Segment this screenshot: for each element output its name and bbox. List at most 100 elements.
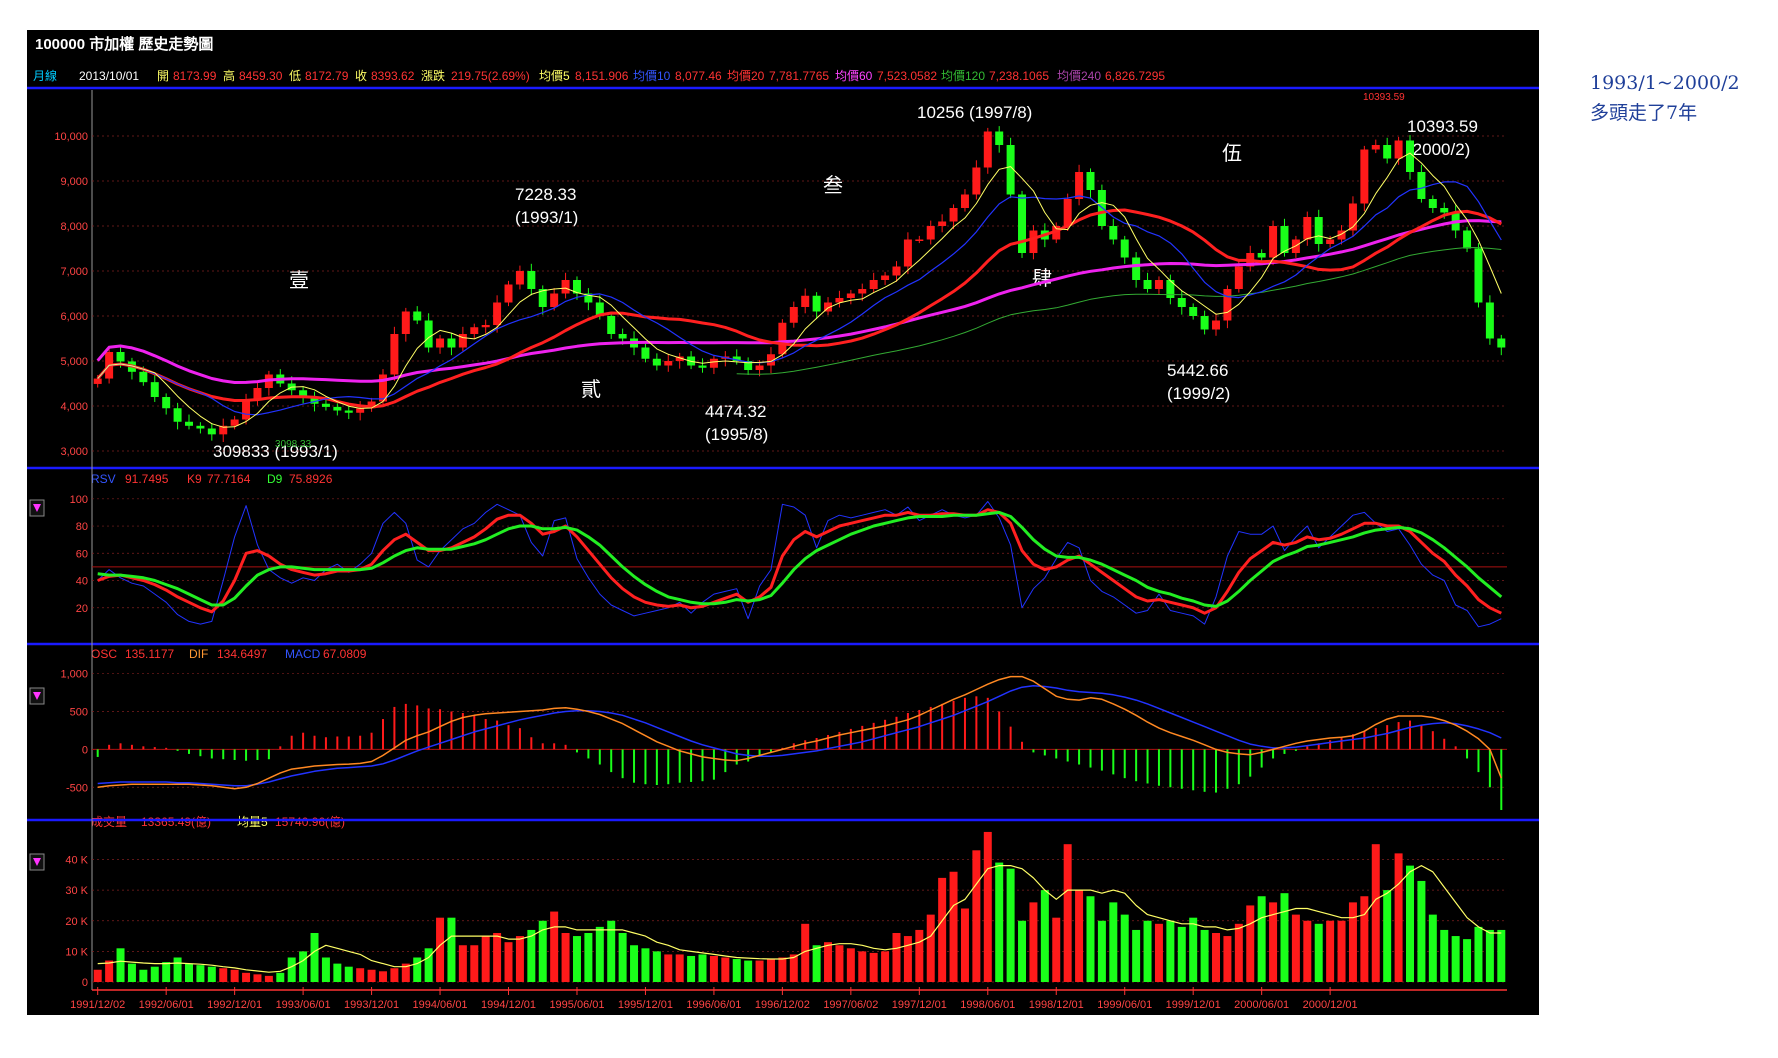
candle-body	[1052, 226, 1061, 240]
kd-tick-label: 80	[76, 521, 88, 533]
volume-bar	[766, 959, 775, 982]
price-tick-label: 5,000	[60, 356, 88, 368]
volume-bar	[413, 957, 422, 982]
candle-body	[572, 280, 581, 294]
k9-line	[97, 508, 1502, 615]
ma240-value: 6,826.7295	[1105, 69, 1165, 83]
kd-tick-label: 60	[76, 548, 88, 560]
kd-indicator-arrow-icon	[33, 504, 41, 512]
volume-bar	[1291, 914, 1300, 982]
high-label: 高	[223, 68, 235, 83]
volume-bar	[150, 966, 159, 982]
volume-bar	[1417, 880, 1426, 982]
rsv-value: 91.7495	[125, 472, 169, 486]
volume-bar	[915, 929, 924, 982]
candle-body	[1075, 172, 1084, 199]
volume-tick-label: 40 K	[65, 855, 88, 867]
candle-body	[1269, 226, 1278, 258]
candle-body	[333, 406, 342, 411]
volume-bar	[1326, 920, 1335, 982]
volume-ma5-label: 均量5	[237, 815, 268, 829]
volume-bar	[1474, 926, 1483, 982]
candle-body	[116, 352, 125, 362]
volume-bar	[344, 966, 353, 982]
volume-bar	[1303, 920, 1312, 982]
volume-bar	[778, 957, 787, 982]
candle-body	[903, 239, 912, 267]
volume-bar	[127, 963, 136, 982]
candle-body	[1063, 199, 1072, 226]
candle-body	[926, 226, 935, 240]
candle-body	[766, 354, 775, 366]
candle-body	[1474, 248, 1483, 303]
candle-body	[550, 293, 559, 307]
volume-bar	[515, 936, 524, 982]
osc-label: OSC	[91, 647, 117, 661]
candle-body	[641, 347, 650, 359]
ma60-label: 均價60	[835, 69, 873, 83]
volume-bar	[1040, 890, 1049, 982]
x-tick-label: 1997/12/01	[892, 999, 947, 1011]
candle-body	[1337, 230, 1346, 240]
ma120-line	[736, 247, 1502, 375]
candle-body	[344, 410, 353, 413]
volume-bar	[1052, 917, 1061, 982]
low-marker-label: 3098.33	[275, 439, 312, 450]
candle-body	[299, 390, 308, 397]
volume-bar	[1348, 902, 1357, 982]
candle-body	[470, 327, 479, 334]
ma60-value: 7,523.0582	[877, 69, 937, 83]
volume-bar	[390, 968, 399, 982]
volume-bar	[1120, 914, 1129, 982]
ma10-line	[97, 181, 1502, 416]
candle-body	[698, 365, 707, 368]
candle-body	[1280, 226, 1289, 253]
volume-bar	[162, 962, 171, 982]
candle-body	[1086, 172, 1095, 190]
volume-bar	[801, 923, 810, 982]
x-tick-label: 1992/06/01	[139, 999, 194, 1011]
volume-bar	[630, 945, 639, 982]
ma20-value: 7,781.7765	[769, 69, 829, 83]
volume-bar	[173, 957, 182, 982]
candle-body	[1394, 140, 1403, 159]
candle-body	[436, 338, 445, 348]
volume-label: 成交量	[91, 814, 127, 829]
wave-1-label: 壹	[289, 269, 309, 292]
volume-bar	[504, 942, 513, 982]
volume-bar	[287, 957, 296, 982]
candle-body	[846, 293, 855, 298]
candle-body	[949, 208, 958, 222]
candle-body	[173, 408, 182, 422]
candle-body	[995, 131, 1004, 145]
volume-bar	[1246, 905, 1255, 982]
volume-bar	[995, 862, 1004, 982]
candle-body	[1417, 172, 1426, 199]
ma10-value: 8,077.46	[675, 69, 722, 83]
macd-value: 67.0809	[323, 647, 367, 661]
candle-body	[1383, 145, 1392, 159]
kd-tick-label: 20	[76, 603, 88, 615]
x-tick-label: 1991/12/02	[70, 999, 125, 1011]
osc-value: 135.1177	[125, 647, 174, 661]
candle-body	[812, 295, 821, 312]
candle-body	[1234, 266, 1243, 289]
volume-bar	[698, 954, 707, 982]
wave-5-label: 伍	[1222, 142, 1242, 165]
candle-body	[1143, 280, 1152, 289]
x-tick-label: 1999/06/01	[1097, 999, 1152, 1011]
volume-bar	[664, 954, 673, 982]
period-label: 月線	[33, 68, 57, 83]
volume-bar	[1497, 929, 1506, 982]
volume-bar	[572, 936, 581, 982]
volume-bar	[1006, 868, 1015, 982]
candle-body	[1428, 199, 1437, 208]
volume-bar	[1383, 890, 1392, 982]
candle-body	[242, 399, 251, 420]
kd-tick-label: 40	[76, 576, 88, 588]
macd-tick-label: 1,000	[60, 669, 88, 681]
candle-body	[1018, 194, 1027, 253]
volume-bar	[458, 945, 467, 982]
volume-bar	[846, 948, 855, 982]
candle-body	[709, 358, 718, 368]
